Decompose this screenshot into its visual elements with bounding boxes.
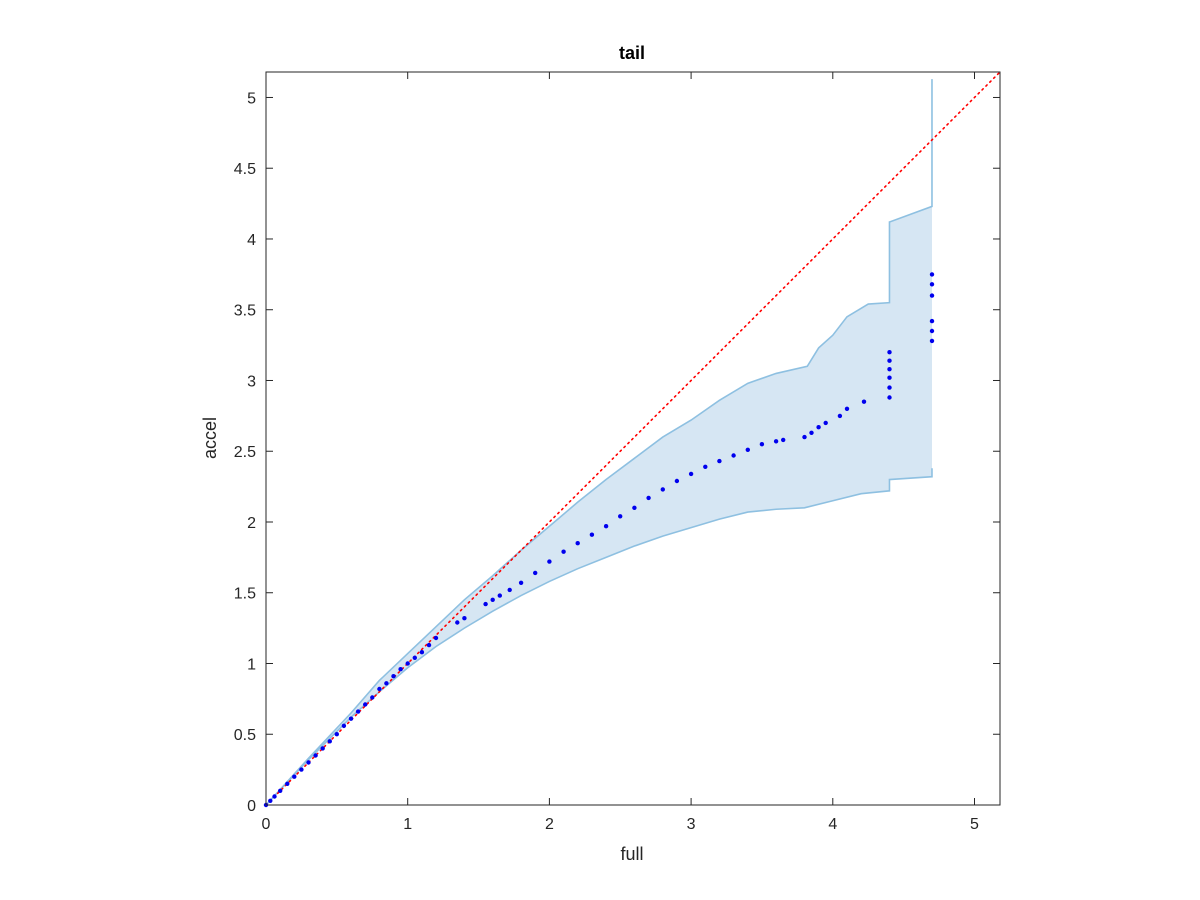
data-point bbox=[773, 439, 779, 444]
data-point bbox=[398, 667, 403, 672]
data-point bbox=[887, 385, 892, 390]
data-point bbox=[660, 487, 665, 492]
chart-title: tail bbox=[619, 43, 645, 63]
data-point bbox=[632, 505, 637, 510]
x-tick-label: 2 bbox=[545, 816, 554, 833]
data-point bbox=[887, 367, 892, 372]
data-point bbox=[455, 620, 460, 625]
data-point bbox=[547, 559, 552, 564]
data-point bbox=[490, 597, 495, 602]
data-point bbox=[837, 413, 843, 419]
data-point bbox=[327, 739, 332, 744]
data-point bbox=[497, 593, 502, 598]
data-point bbox=[355, 709, 361, 714]
x-tick-label: 4 bbox=[828, 816, 837, 833]
x-tick-label: 0 bbox=[262, 816, 271, 833]
data-point bbox=[292, 774, 297, 779]
data-point bbox=[462, 616, 467, 621]
y-tick-label: 4.5 bbox=[234, 161, 256, 178]
data-point bbox=[391, 674, 396, 679]
data-point bbox=[929, 282, 935, 287]
x-tick-label: 5 bbox=[970, 816, 979, 833]
data-point bbox=[426, 642, 432, 648]
data-point bbox=[313, 753, 318, 758]
data-point bbox=[887, 358, 892, 363]
data-point bbox=[929, 338, 935, 344]
data-point bbox=[341, 723, 347, 728]
data-point bbox=[306, 760, 311, 765]
data-point bbox=[646, 495, 651, 501]
data-point bbox=[320, 746, 325, 751]
data-point bbox=[589, 532, 595, 537]
data-point bbox=[507, 587, 512, 593]
data-point bbox=[575, 541, 580, 546]
plot-area bbox=[263, 71, 1001, 808]
axis-ticks: 0 1 2 3 4 5 0 0.5 1 1.5 2 2.5 3 3.5 4 4.5 5 bbox=[234, 72, 1000, 833]
data-point bbox=[533, 570, 538, 576]
y-tick-label: 3.5 bbox=[234, 303, 256, 320]
data-point bbox=[377, 686, 382, 692]
data-point bbox=[731, 453, 736, 458]
confidence-band bbox=[266, 79, 932, 806]
y-axis-label: accel bbox=[200, 417, 220, 459]
data-point bbox=[618, 514, 623, 519]
data-point bbox=[688, 471, 694, 477]
data-point bbox=[674, 478, 680, 484]
data-point bbox=[405, 661, 410, 666]
data-point bbox=[603, 524, 609, 529]
x-tick-label: 3 bbox=[687, 816, 696, 833]
data-point bbox=[759, 442, 765, 447]
y-tick-label: 1.5 bbox=[234, 586, 256, 603]
data-point bbox=[861, 399, 867, 404]
y-tick-label: 4 bbox=[247, 232, 256, 249]
data-point bbox=[823, 420, 828, 426]
data-point bbox=[703, 464, 708, 469]
x-axis-label: full bbox=[620, 844, 643, 864]
data-point bbox=[278, 788, 283, 793]
data-point bbox=[887, 395, 892, 400]
data-point bbox=[887, 350, 892, 355]
data-point bbox=[433, 635, 439, 641]
data-point bbox=[285, 781, 290, 786]
data-point bbox=[809, 430, 814, 435]
data-point bbox=[781, 437, 786, 443]
y-tick-label: 2.5 bbox=[234, 444, 256, 461]
y-tick-label: 0.5 bbox=[234, 727, 256, 744]
y-tick-label: 3 bbox=[247, 373, 256, 390]
data-point bbox=[929, 328, 935, 334]
data-point bbox=[844, 406, 850, 411]
data-point bbox=[299, 767, 304, 772]
data-point bbox=[816, 425, 821, 430]
data-point bbox=[745, 447, 750, 452]
x-tick-label: 1 bbox=[403, 816, 412, 833]
data-point bbox=[384, 681, 389, 686]
data-point bbox=[887, 375, 892, 380]
y-tick-label: 5 bbox=[247, 90, 256, 107]
band-lower-edge bbox=[265, 468, 933, 806]
data-point bbox=[561, 549, 566, 554]
axes-box bbox=[265, 71, 1001, 806]
data-point bbox=[802, 434, 807, 440]
data-point bbox=[268, 798, 273, 803]
data-point bbox=[419, 650, 425, 655]
data-point bbox=[929, 293, 935, 298]
data-point bbox=[334, 732, 339, 737]
data-point bbox=[518, 580, 524, 585]
data-point bbox=[412, 655, 417, 660]
data-point bbox=[483, 601, 488, 607]
y-tick-label: 2 bbox=[247, 515, 256, 532]
reference-line bbox=[265, 71, 1001, 806]
data-point bbox=[717, 458, 722, 464]
y-tick-label: 1 bbox=[247, 656, 256, 673]
data-point bbox=[348, 716, 354, 721]
data-point bbox=[370, 695, 375, 700]
data-point bbox=[272, 794, 277, 799]
data-point bbox=[363, 702, 368, 707]
y-tick-label: 0 bbox=[247, 798, 256, 815]
band-upper-edge bbox=[265, 79, 933, 806]
data-point bbox=[929, 272, 935, 277]
data-point bbox=[929, 318, 935, 324]
